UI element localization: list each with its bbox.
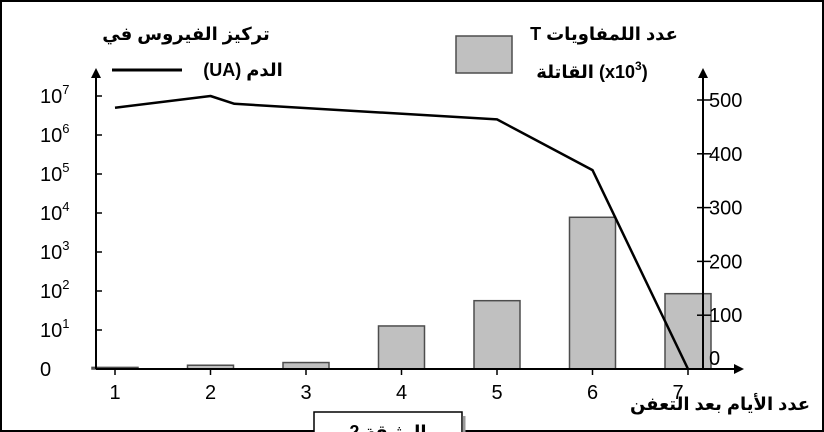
x-tick-label: 6 (587, 382, 598, 404)
right-tick-label: 200 (709, 251, 742, 273)
x-tick-label: 2 (205, 382, 216, 404)
right-tick-label: 300 (709, 198, 742, 220)
left-axis-ticks: 0 101 102 103 104 105 106 107 (40, 82, 102, 381)
left-tick-label: 106 (40, 121, 69, 147)
left-tick-label: 101 (40, 316, 69, 342)
left-tick-label: 103 (40, 238, 69, 264)
bar-day-7 (664, 292, 712, 370)
caption-box (313, 411, 463, 432)
right-axis-label-prefix: القاتلة (x10 (536, 62, 635, 82)
x-tick-label: 3 (300, 382, 311, 404)
x-tick-label: 4 (396, 382, 407, 404)
right-tick-label: 0 (709, 348, 720, 370)
virus-concentration-line (114, 94, 690, 370)
bar-day-4 (377, 325, 426, 370)
right-axis-label-exp: 3 (635, 59, 642, 73)
x-axis-arrow (734, 364, 744, 374)
right-tick-label: 500 (709, 90, 742, 112)
x-tick-label: 7 (672, 382, 683, 404)
left-axis-label-line2: الدم (UA) (203, 60, 283, 80)
right-axis-arrow (698, 68, 708, 78)
axes-layer (91, 68, 744, 374)
x-axis-ticks: 1 2 3 4 5 6 7 (109, 369, 689, 404)
left-tick-label: 102 (40, 277, 69, 303)
left-axis-label-line1: تركيز الفيروس في (102, 24, 269, 45)
left-tick-label: 105 (40, 160, 69, 186)
x-tick-label: 1 (109, 382, 120, 404)
left-tick-label: 104 (40, 199, 69, 225)
left-tick-label: 0 (40, 359, 51, 381)
right-axis-label-line2: القاتلة (x103) (536, 59, 647, 82)
left-axis-arrow (91, 68, 101, 78)
right-axis-label-suffix: ) (642, 62, 648, 82)
left-tick-label: 107 (40, 82, 69, 108)
bar-day-6 (568, 216, 617, 370)
bars-layer (91, 216, 712, 370)
right-tick-label: 100 (709, 305, 742, 327)
bar-day-5 (473, 299, 521, 370)
legend-bar-swatch (455, 35, 513, 74)
right-tick-label: 400 (709, 144, 742, 166)
caption-text: الوثيقة 2 (349, 422, 426, 432)
right-axis-ticks: 0 100 200 300 400 500 (697, 90, 742, 370)
right-axis-label-line1: عدد اللمفاويات T (530, 24, 678, 45)
x-axis-label: عدد الأيام بعد التعفن (630, 393, 810, 415)
x-tick-label: 5 (491, 382, 502, 404)
